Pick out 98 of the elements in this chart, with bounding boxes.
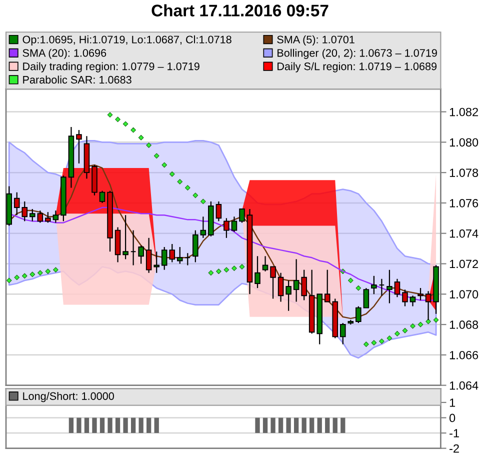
y-tick-label: 0: [449, 414, 456, 422]
point: [162, 162, 168, 168]
candlestick: [254, 256, 260, 289]
y-tick-label: 1.072: [450, 260, 478, 268]
point: [130, 127, 136, 133]
y-tick-label: 1.080: [450, 138, 478, 147]
point: [192, 192, 198, 198]
candlestick: [301, 269, 307, 301]
candlestick: [293, 258, 300, 302]
point: [138, 134, 144, 140]
candlestick: [270, 266, 276, 300]
point: [386, 336, 392, 341]
candlestick: [231, 216, 238, 232]
chart-title: Chart 17.11.2016 09:57: [152, 4, 328, 16]
y-tick-label: 1: [450, 398, 456, 407]
y-tick-label: -1: [450, 429, 459, 438]
candlestick: [371, 275, 377, 295]
legend-label: Bollinger (20, 2): 1.0673 – 1.0719: [278, 48, 437, 59]
candlestick: [138, 244, 144, 264]
point: [45, 268, 51, 274]
candlestick: [239, 208, 245, 224]
y-tick-label: 1.070: [450, 290, 478, 299]
point: [239, 264, 245, 270]
point: [146, 142, 152, 148]
point: [30, 272, 36, 278]
candlestick: [224, 218, 230, 238]
candlestick: [37, 210, 44, 224]
candlestick: [418, 288, 424, 301]
point: [379, 338, 384, 344]
point: [107, 112, 113, 118]
candlestick: [45, 212, 51, 224]
point: [154, 153, 160, 159]
y-tick-label: 1.078: [450, 168, 478, 177]
point: [433, 317, 439, 323]
point: [200, 198, 206, 204]
candlestick: [76, 129, 82, 164]
candlestick: [286, 280, 292, 312]
legend-label: Long/Short: 1.0000: [23, 392, 114, 402]
point: [169, 171, 175, 177]
y-tick-label: 1.066: [450, 350, 478, 360]
candlestick: [402, 289, 408, 307]
point: [410, 323, 416, 329]
candlestick: [184, 252, 191, 266]
candlestick: [410, 295, 416, 307]
y-tick-label: 1.082: [450, 108, 478, 116]
point: [115, 116, 120, 122]
candlestick: [122, 214, 128, 260]
candlestick: [161, 246, 168, 270]
point: [6, 278, 12, 284]
candlestick: [52, 210, 59, 224]
point: [177, 179, 183, 184]
candlestick: [176, 246, 183, 264]
point: [52, 267, 58, 273]
legend-label: Op:1.0695, Hi:1.0719, Lo:1.0687, Cl:1.0718: [22, 35, 232, 46]
legend-label: SMA (20): 1.0696: [22, 48, 106, 59]
y-tick-label: 1.064: [450, 381, 478, 390]
point: [363, 342, 369, 347]
point: [208, 270, 214, 276]
point: [224, 267, 230, 273]
candlestick: [99, 190, 106, 204]
point: [402, 328, 408, 334]
candlestick: [394, 278, 400, 298]
point: [122, 121, 128, 127]
y-tick-label: 1.076: [450, 198, 478, 208]
y-tick-label: -2: [450, 444, 459, 453]
candlestick: [169, 243, 176, 263]
candlestick: [386, 269, 392, 304]
legend-label: Daily trading region: 1.0779 – 1.0719: [23, 62, 200, 72]
candlestick: [192, 230, 198, 263]
candlestick: [146, 237, 152, 274]
candlestick: [363, 288, 370, 308]
candlestick: [30, 208, 36, 222]
y-tick-label: 1.068: [450, 320, 478, 329]
legend-label: SMA (5): 1.0701: [277, 35, 354, 46]
point: [37, 270, 43, 276]
point: [232, 266, 237, 271]
point: [394, 330, 400, 336]
candlestick: [154, 251, 160, 274]
point: [371, 340, 377, 346]
point: [184, 185, 190, 190]
point: [14, 274, 20, 280]
point: [418, 322, 424, 328]
point: [22, 273, 28, 279]
candlestick: [216, 200, 222, 222]
candlestick: [200, 216, 206, 238]
candlestick: [378, 278, 385, 296]
candlestick: [356, 306, 362, 324]
candlestick: [278, 272, 284, 302]
candlestick: [262, 256, 268, 272]
candlestick: [340, 322, 346, 345]
candlestick: [130, 230, 136, 266]
point: [426, 318, 431, 324]
point: [348, 278, 354, 284]
legend-label: Parabolic SAR: 1.0683: [23, 76, 132, 84]
point: [356, 285, 362, 291]
point: [216, 268, 222, 274]
y-tick-label: 1.074: [450, 229, 478, 238]
legend-label: Daily S/L region: 1.0719 – 1.0689: [278, 62, 437, 72]
